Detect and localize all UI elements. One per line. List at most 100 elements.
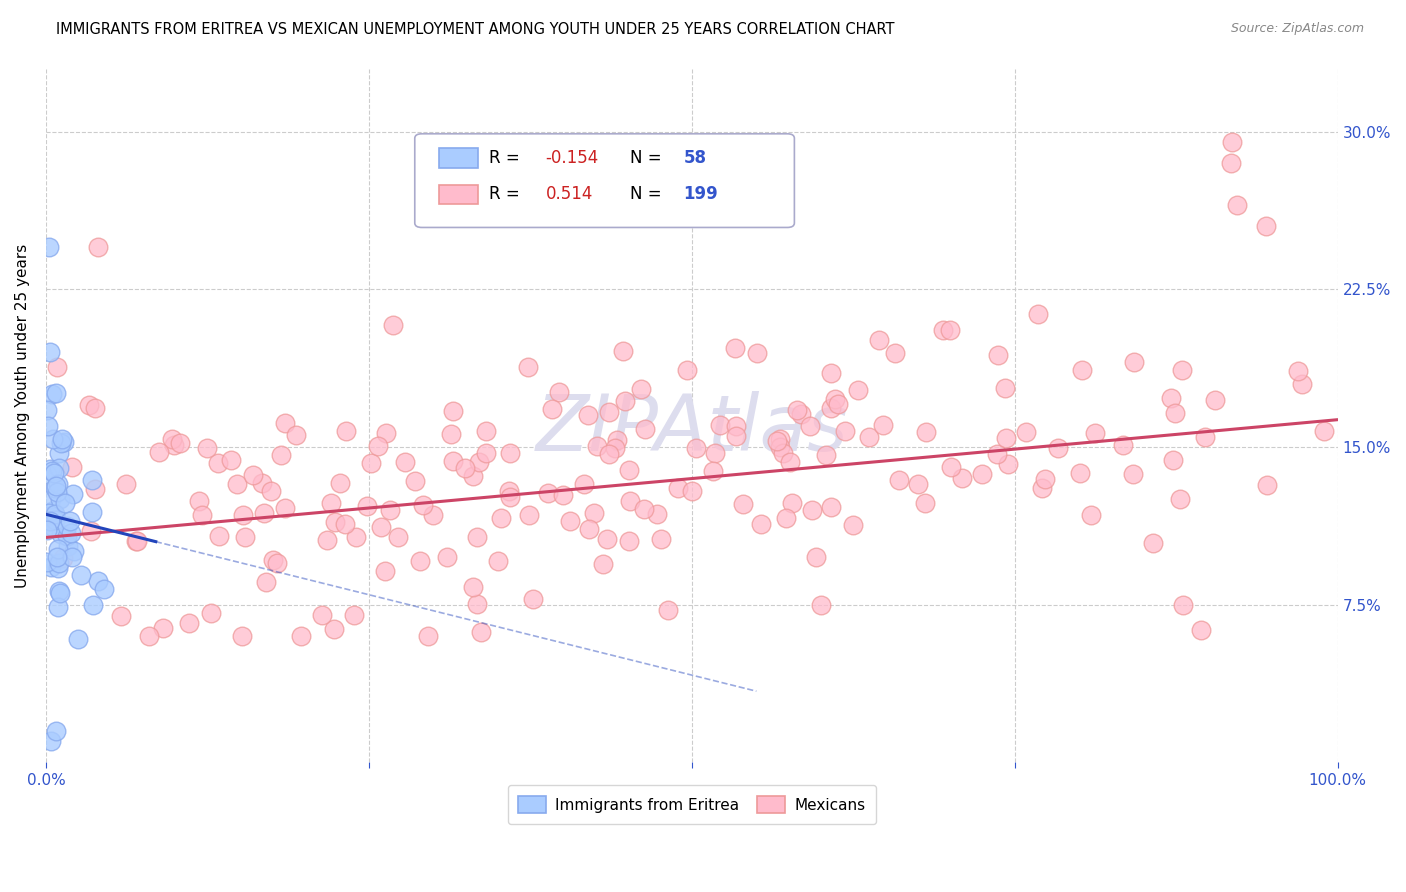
- Point: [335, 516, 357, 531]
- Point: [260, 483, 283, 498]
- Point: [55, 518, 77, 533]
- Point: [163, 438, 186, 452]
- Point: [46, 600, 69, 615]
- Point: [394, 455, 416, 469]
- Point: [39, 734, 62, 748]
- Point: [598, 447, 620, 461]
- Point: [486, 554, 509, 568]
- Point: [195, 442, 218, 456]
- Point: [63, 543, 86, 558]
- Point: [666, 481, 689, 495]
- Point: [46, 477, 69, 491]
- Point: [231, 629, 253, 643]
- Point: [470, 624, 492, 639]
- Point: [37, 467, 59, 481]
- Point: [987, 348, 1010, 362]
- Point: [422, 508, 444, 523]
- Point: [45, 550, 67, 565]
- Point: [38, 240, 60, 254]
- Point: [724, 429, 747, 443]
- Point: [1122, 467, 1144, 481]
- Legend: Immigrants from Eritrea, Mexicans: Immigrants from Eritrea, Mexicans: [508, 785, 876, 824]
- Point: [315, 533, 337, 547]
- Point: [152, 621, 174, 635]
- Text: ZIPAtlas: ZIPAtlas: [536, 392, 848, 467]
- Point: [45, 385, 67, 400]
- Point: [44, 513, 66, 527]
- Y-axis label: Unemployment Among Youth under 25 years: Unemployment Among Youth under 25 years: [15, 244, 30, 588]
- Point: [45, 723, 67, 738]
- Point: [46, 561, 69, 575]
- Point: [322, 622, 344, 636]
- Point: [378, 503, 401, 517]
- Point: [208, 529, 231, 543]
- Point: [37, 523, 59, 537]
- Point: [242, 468, 264, 483]
- Point: [858, 430, 880, 444]
- Point: [253, 506, 276, 520]
- Point: [799, 419, 821, 434]
- Point: [517, 360, 540, 375]
- Point: [1164, 406, 1187, 420]
- Point: [39, 559, 62, 574]
- Point: [48, 461, 70, 475]
- Point: [1168, 491, 1191, 506]
- Point: [41, 464, 63, 478]
- Point: [1226, 198, 1249, 212]
- Point: [37, 418, 59, 433]
- Point: [592, 558, 614, 572]
- Text: N =: N =: [630, 186, 661, 203]
- Point: [387, 530, 409, 544]
- Point: [475, 424, 498, 438]
- Point: [66, 632, 89, 647]
- Point: [44, 467, 66, 481]
- Point: [970, 467, 993, 482]
- Point: [51, 435, 73, 450]
- Point: [110, 609, 132, 624]
- Point: [1161, 452, 1184, 467]
- Point: [148, 445, 170, 459]
- Point: [997, 457, 1019, 471]
- Point: [702, 464, 724, 478]
- Point: [48, 584, 70, 599]
- Point: [596, 533, 619, 547]
- Point: [939, 323, 962, 337]
- Point: [80, 524, 103, 538]
- Point: [1189, 623, 1212, 637]
- Point: [274, 416, 297, 430]
- Point: [49, 526, 72, 541]
- Point: [572, 477, 595, 491]
- Point: [475, 446, 498, 460]
- Point: [884, 346, 907, 360]
- Point: [1171, 598, 1194, 612]
- Point: [499, 490, 522, 504]
- Text: R =: R =: [489, 186, 520, 203]
- Point: [370, 520, 392, 534]
- Point: [498, 484, 520, 499]
- Point: [48, 556, 70, 570]
- Point: [59, 526, 82, 541]
- Point: [82, 599, 104, 613]
- Point: [994, 431, 1017, 445]
- Point: [77, 398, 100, 412]
- Point: [578, 522, 600, 536]
- Point: [1026, 307, 1049, 321]
- Point: [842, 518, 865, 533]
- Point: [49, 585, 72, 599]
- Point: [311, 607, 333, 622]
- Point: [1123, 355, 1146, 369]
- Point: [52, 551, 75, 566]
- Point: [606, 434, 628, 448]
- Point: [343, 607, 366, 622]
- Point: [914, 425, 936, 439]
- Point: [48, 446, 70, 460]
- Point: [86, 240, 108, 254]
- Point: [274, 500, 297, 515]
- Point: [200, 606, 222, 620]
- Point: [576, 408, 599, 422]
- Point: [52, 435, 75, 450]
- Point: [42, 433, 65, 447]
- Point: [70, 568, 93, 582]
- Point: [907, 477, 929, 491]
- Point: [801, 503, 824, 517]
